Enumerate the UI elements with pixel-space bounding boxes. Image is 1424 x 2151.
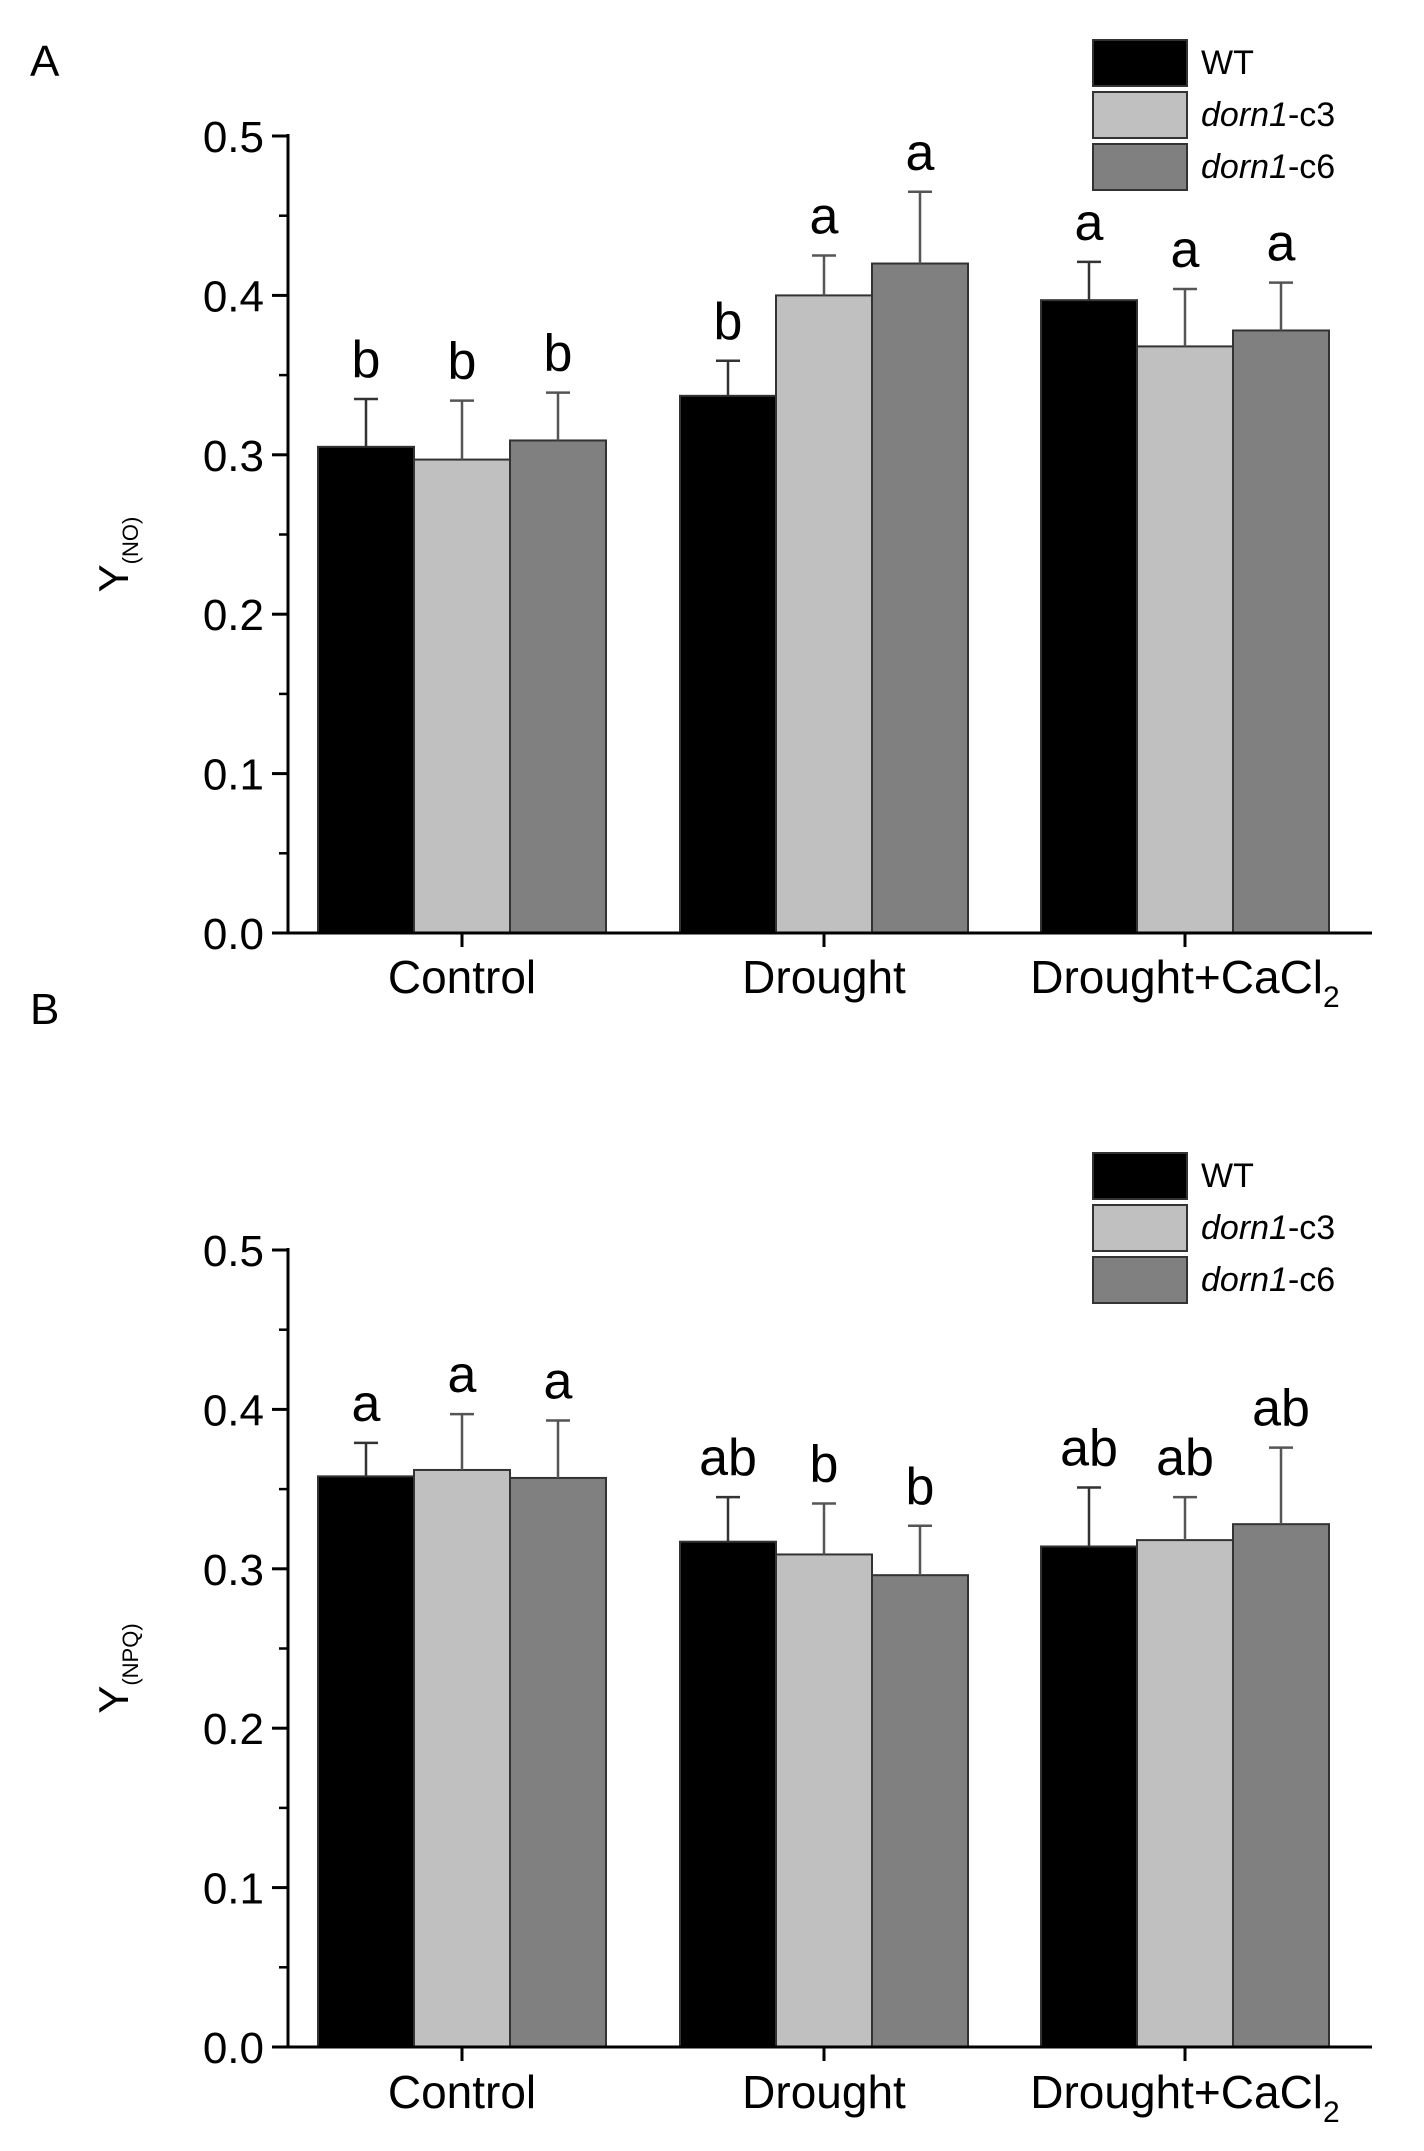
y-axis-label: Y(NPQ) — [90, 1623, 143, 1713]
y-axis-label-sub: (NPQ) — [118, 1623, 143, 1685]
significance-letter-WT-2: a — [1075, 194, 1104, 252]
y-tick-label: 0.2 — [203, 1705, 264, 1754]
y-tick-label: 0.4 — [203, 272, 264, 321]
legend-swatch — [1092, 91, 1188, 139]
significance-letter-WT-0: a — [352, 1375, 381, 1433]
y-tick-label: 0.3 — [203, 432, 264, 481]
legend-label-rest: -c6 — [1288, 148, 1335, 186]
y-tick-label: 0.5 — [203, 113, 264, 162]
significance-letter-dorn1-c6-1: b — [906, 1458, 935, 1516]
bar-dorn1-c3-1 — [775, 294, 873, 934]
bar-dorn1-c3-2 — [1136, 345, 1234, 934]
significance-letter-dorn1-c3-0: b — [448, 333, 477, 391]
legend-label-italic: dorn1 — [1201, 1209, 1288, 1247]
significance-letter-dorn1-c6-1: a — [906, 124, 935, 182]
x-category-label-main: Drought+CaCl — [1030, 951, 1323, 1003]
significance-letter-WT-0: b — [352, 331, 381, 389]
bar-WT-1 — [679, 394, 777, 934]
legend-swatch — [1092, 39, 1188, 87]
chart-panel-a: A Y(NO) b b a b a a b a a 0.0 0.1 0.2 0.3 0.4 0.5 Control… — [30, 37, 1372, 1014]
x-category-label-sub: 2 — [1323, 981, 1340, 1014]
y-tick-label: 0.3 — [203, 1546, 264, 1595]
significance-letter-dorn1-c3-1: a — [810, 188, 839, 246]
y-tick-label: 0.5 — [203, 1227, 264, 1276]
bar-dorn1-c3-0 — [413, 458, 511, 934]
legend-swatch — [1092, 143, 1188, 191]
bar-dorn1-c6-2 — [1232, 329, 1330, 934]
x-category-label-main: Drought — [742, 951, 906, 1003]
bar-dorn1-c6-1 — [871, 262, 969, 934]
y-axis-label-main: Y — [90, 564, 137, 592]
bar-dorn1-c6-0 — [509, 439, 607, 934]
legend-label: WT — [1201, 44, 1254, 82]
legend-label-rest: WT — [1201, 1157, 1254, 1195]
legend-label: WT — [1201, 1157, 1254, 1195]
legend-label-italic: dorn1 — [1201, 1261, 1288, 1299]
legend-label-rest: WT — [1201, 44, 1254, 82]
significance-letter-dorn1-c6-2: ab — [1252, 1380, 1310, 1438]
bar-dorn1-c3-1 — [775, 1553, 873, 2048]
x-category-label: Drought — [742, 951, 906, 1003]
bar-dorn1-c6-1 — [871, 1574, 969, 2049]
bar-dorn1-c3-0 — [413, 1468, 511, 2049]
y-tick-label: 0.2 — [203, 591, 264, 640]
legend-label-italic: dorn1 — [1201, 148, 1288, 186]
x-category-label-main: Drought+CaCl — [1030, 2066, 1323, 2118]
significance-letter-WT-1: ab — [699, 1429, 757, 1487]
significance-letter-dorn1-c3-2: a — [1171, 221, 1200, 279]
significance-letter-WT-1: b — [714, 293, 743, 351]
bar-dorn1-c6-0 — [509, 1476, 607, 2048]
x-category-label: Drought — [742, 2066, 906, 2118]
bar-WT-2 — [1040, 299, 1138, 934]
y-tick-label: 0.4 — [203, 1386, 264, 1435]
bar-WT-2 — [1040, 1545, 1138, 2048]
x-category-label: Control — [388, 2066, 536, 2118]
x-category-label: Control — [388, 951, 536, 1003]
y-tick-label: 0.1 — [203, 751, 264, 800]
x-category-label-sub: 2 — [1323, 2096, 1340, 2129]
y-tick-label: 0.0 — [203, 910, 264, 959]
y-axis-label: Y(NO) — [90, 517, 143, 593]
y-axis-label-sub: (NO) — [118, 517, 143, 565]
significance-letter-dorn1-c6-2: a — [1267, 215, 1296, 273]
y-tick-label: 0.0 — [203, 2024, 264, 2073]
bar-dorn1-c3-2 — [1136, 1539, 1234, 2049]
legend-swatch — [1092, 1256, 1188, 1304]
significance-letter-dorn1-c6-0: b — [544, 325, 573, 383]
significance-letter-dorn1-c6-0: a — [544, 1353, 573, 1411]
legend-label: dorn1-c6 — [1201, 1261, 1335, 1299]
significance-letter-dorn1-c3-0: a — [448, 1346, 477, 1404]
bar-dorn1-c6-2 — [1232, 1523, 1330, 2048]
legend-swatch — [1092, 1152, 1188, 1200]
legend-label: dorn1-c6 — [1201, 148, 1335, 186]
legend-swatch — [1092, 1204, 1188, 1252]
bar-WT-0 — [317, 1475, 415, 2048]
significance-letter-dorn1-c3-1: b — [810, 1435, 839, 1493]
y-axis-label-main: Y — [90, 1686, 137, 1714]
x-category-label-main: Control — [388, 2066, 536, 2118]
y-tick-label: 0.1 — [203, 1865, 264, 1914]
x-category-label: Drought+CaCl2 — [1030, 951, 1339, 1014]
significance-letter-dorn1-c3-2: ab — [1156, 1429, 1214, 1487]
legend-label: dorn1-c3 — [1201, 1209, 1335, 1247]
panel-letter: A — [30, 37, 60, 86]
bar-WT-0 — [317, 445, 415, 934]
legend-label-rest: -c3 — [1288, 96, 1335, 134]
legend-label: dorn1-c3 — [1201, 96, 1335, 134]
panel-letter: B — [30, 985, 59, 1034]
legend-label-rest: -c3 — [1288, 1209, 1335, 1247]
x-category-label: Drought+CaCl2 — [1030, 2066, 1339, 2129]
significance-letter-WT-2: ab — [1060, 1420, 1118, 1478]
x-category-label-main: Drought — [742, 2066, 906, 2118]
legend-label-italic: dorn1 — [1201, 96, 1288, 134]
bar-WT-1 — [679, 1540, 777, 2049]
legend-label-rest: -c6 — [1288, 1261, 1335, 1299]
x-category-label-main: Control — [388, 951, 536, 1003]
